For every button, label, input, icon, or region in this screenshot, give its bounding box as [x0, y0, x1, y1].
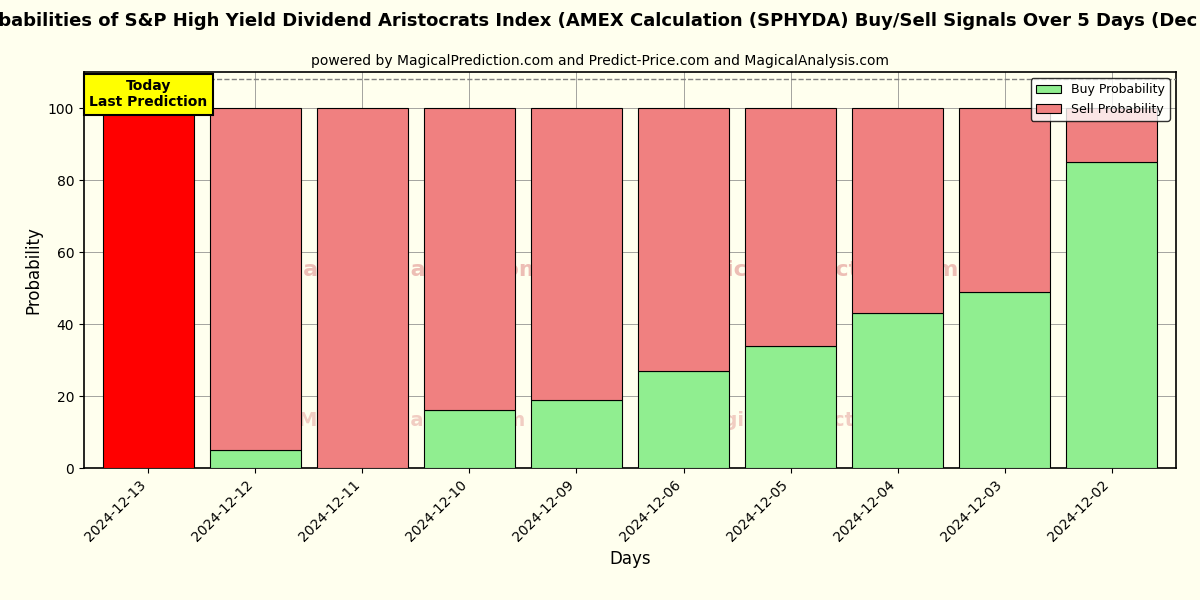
- Text: powered by MagicalPrediction.com and Predict-Price.com and MagicalAnalysis.com: powered by MagicalPrediction.com and Pre…: [311, 54, 889, 68]
- Text: MagicalAnalysis.com: MagicalAnalysis.com: [298, 411, 526, 430]
- Bar: [638, 371, 730, 468]
- Bar: [745, 346, 836, 468]
- Bar: [1067, 108, 1157, 162]
- Bar: [210, 108, 301, 450]
- Text: Today
Last Prediction: Today Last Prediction: [89, 79, 208, 109]
- Bar: [745, 108, 836, 346]
- Bar: [638, 108, 730, 371]
- Bar: [317, 108, 408, 468]
- X-axis label: Days: Days: [610, 550, 650, 568]
- Text: MagicalAnalysis.com: MagicalAnalysis.com: [281, 260, 542, 280]
- Bar: [530, 400, 622, 468]
- Bar: [852, 108, 943, 313]
- Text: MagicalPrediction.com: MagicalPrediction.com: [673, 260, 959, 280]
- Bar: [530, 108, 622, 400]
- Text: Probabilities of S&P High Yield Dividend Aristocrats Index (AMEX Calculation (SP: Probabilities of S&P High Yield Dividend…: [0, 12, 1200, 30]
- Bar: [424, 410, 515, 468]
- Y-axis label: Probability: Probability: [24, 226, 42, 314]
- Bar: [424, 108, 515, 410]
- Bar: [959, 292, 1050, 468]
- Bar: [1067, 162, 1157, 468]
- Bar: [103, 108, 193, 468]
- Bar: [959, 108, 1050, 292]
- Legend: Buy Probability, Sell Probability: Buy Probability, Sell Probability: [1031, 78, 1170, 121]
- Bar: [852, 313, 943, 468]
- Text: MagicalPrediction.com: MagicalPrediction.com: [691, 411, 941, 430]
- Bar: [210, 450, 301, 468]
